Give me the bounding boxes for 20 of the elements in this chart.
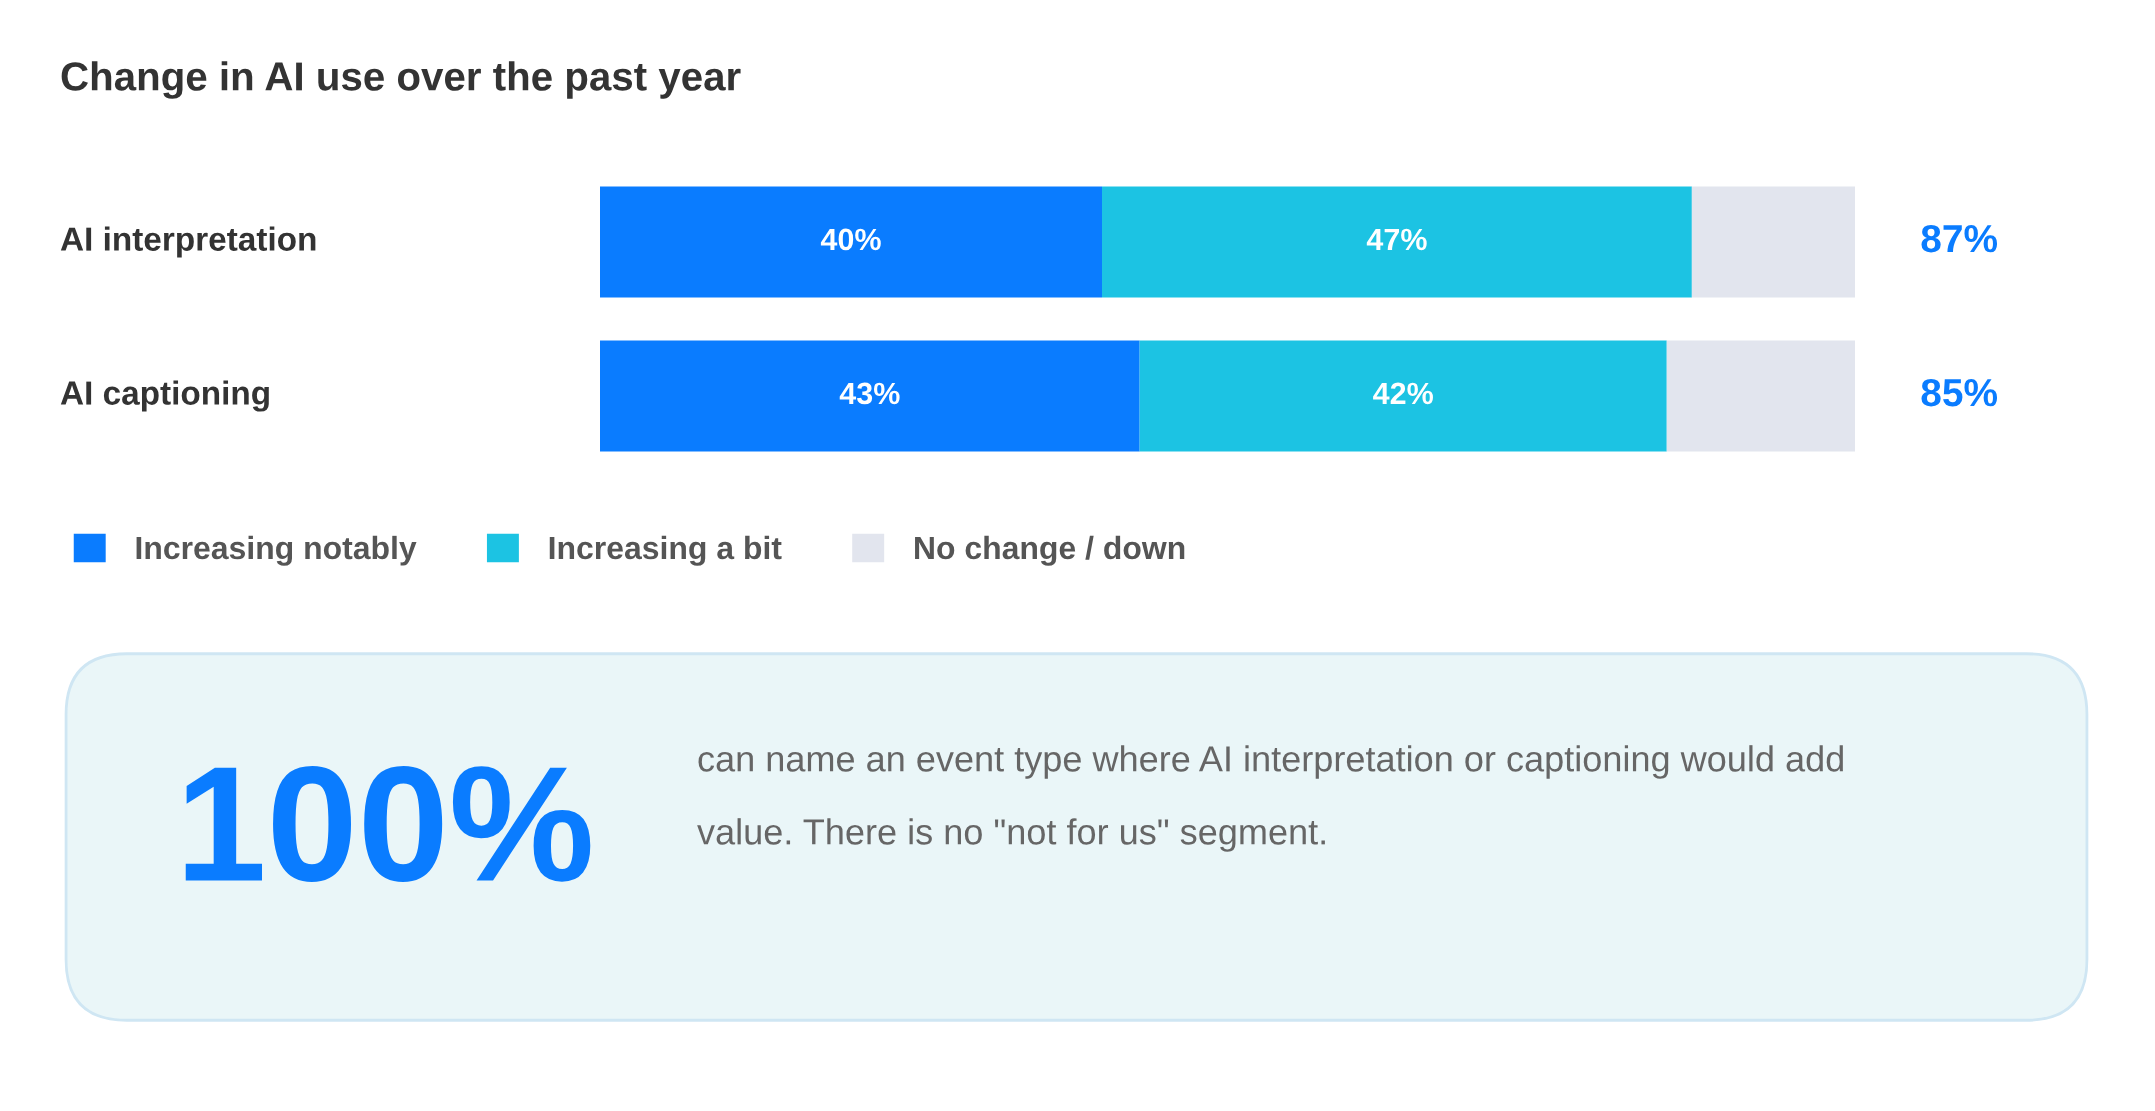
data-label: 42%	[1373, 382, 1433, 405]
chart-title: Change in AI use over the past year	[61, 61, 741, 99]
text: 100%	[185, 765, 591, 882]
bar	[600, 186, 1102, 298]
text: 87%	[1921, 224, 1998, 253]
bar	[1691, 186, 1855, 298]
legend-label: No change / down	[915, 535, 1185, 566]
data-label: 43%	[839, 382, 900, 405]
bar	[600, 340, 1140, 452]
legend-label: Increasing a bit	[549, 535, 782, 566]
bar	[1666, 340, 1855, 452]
data-label: 40%	[820, 228, 881, 251]
category-label: AI interpretation	[60, 226, 316, 258]
text: 85%	[1921, 378, 1998, 407]
data-label: 47%	[1366, 228, 1427, 251]
legend-label: Increasing notably	[136, 535, 417, 566]
bar	[1139, 340, 1667, 452]
category-label: AI captioning	[60, 380, 269, 412]
bar	[1102, 186, 1692, 298]
text: can name an event type where AI interpretation or captioning would add value. There is no "not for us" segment.	[697, 745, 1843, 852]
